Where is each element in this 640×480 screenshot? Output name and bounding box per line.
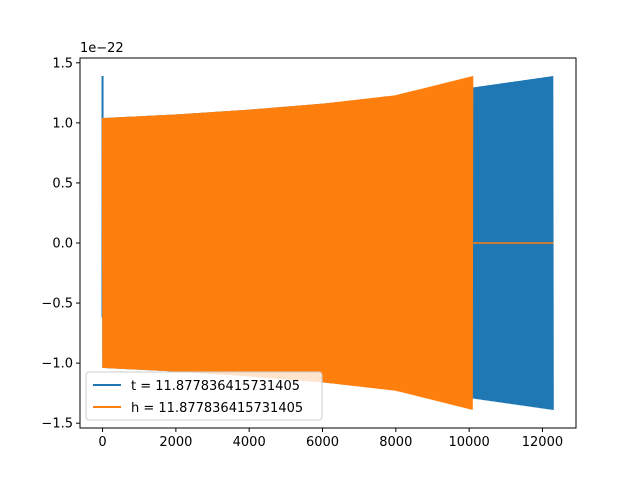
y-tick-label: 1.0 <box>52 116 73 131</box>
series-layer <box>101 76 554 410</box>
legend-box <box>85 371 323 421</box>
x-tick-label: 2000 <box>159 435 192 450</box>
y-axis: −1.5 −1.0 −0.5 0.0 0.5 1.0 1.5 <box>41 56 80 432</box>
x-tick-label: 0 <box>98 435 106 450</box>
y-scale-note: 1e−22 <box>80 41 124 56</box>
x-tick-label: 8000 <box>379 435 412 450</box>
y-tick-label: 0.0 <box>52 237 73 252</box>
legend-label-h: h = 11.877836415731405 <box>131 401 303 416</box>
x-tick-label: 6000 <box>306 435 339 450</box>
y-tick-label: −0.5 <box>41 297 73 312</box>
y-tick-label: −1.5 <box>41 417 73 432</box>
y-tick-label: 0.5 <box>52 176 73 191</box>
legend-label-t: t = 11.877836415731405 <box>131 379 300 394</box>
x-tick-label: 10000 <box>448 435 489 450</box>
y-tick-label: −1.0 <box>41 357 73 372</box>
x-axis: 0 2000 4000 6000 8000 10000 12000 <box>98 428 563 450</box>
x-tick-label: 12000 <box>522 435 563 450</box>
legend: t = 11.877836415731405 h = 11.8778364157… <box>85 371 323 421</box>
x-tick-label: 4000 <box>233 435 266 450</box>
series-h-line <box>101 76 474 410</box>
y-tick-label: 1.5 <box>52 56 73 71</box>
